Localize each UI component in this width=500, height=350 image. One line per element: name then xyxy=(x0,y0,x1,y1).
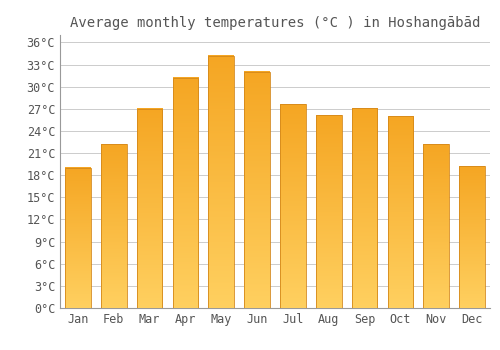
Bar xyxy=(101,144,126,308)
Bar xyxy=(244,72,270,308)
Bar xyxy=(459,166,485,308)
Bar xyxy=(424,144,449,308)
Bar xyxy=(316,116,342,308)
Bar xyxy=(136,109,162,308)
Bar xyxy=(280,104,306,308)
Bar xyxy=(352,108,378,308)
Bar xyxy=(65,168,91,308)
Bar xyxy=(208,56,234,308)
Bar xyxy=(172,78,199,308)
Bar xyxy=(388,116,413,308)
Title: Average monthly temperatures (°C ) in Hoshangābād: Average monthly temperatures (°C ) in Ho… xyxy=(70,16,480,30)
